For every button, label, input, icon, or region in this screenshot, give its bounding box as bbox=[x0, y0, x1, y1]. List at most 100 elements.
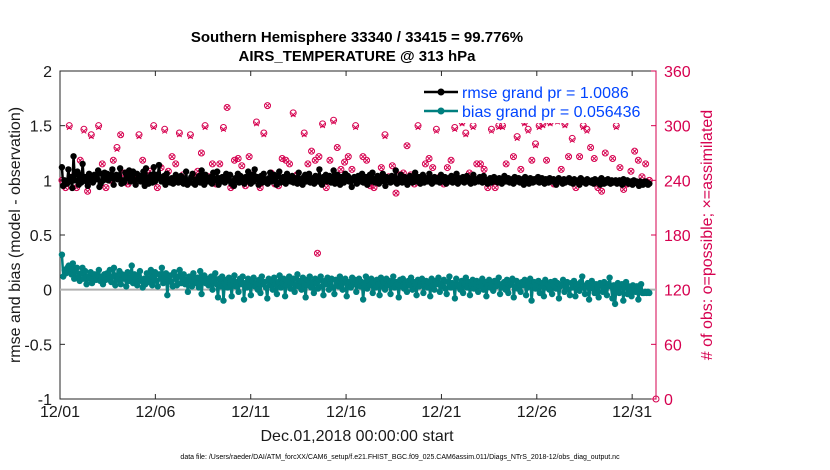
obs-possible-marker bbox=[308, 147, 316, 155]
obs-possible-marker bbox=[565, 153, 573, 161]
obs-possible-marker bbox=[234, 154, 242, 162]
rmse-point bbox=[646, 180, 653, 187]
y-tick-label: 0 bbox=[43, 283, 52, 300]
obs-assimilated-marker bbox=[151, 124, 157, 131]
obs-possible-marker bbox=[487, 125, 495, 133]
obs-assimilated-marker bbox=[279, 155, 285, 162]
obs-possible-marker bbox=[168, 153, 176, 161]
obs-assimilated-marker bbox=[84, 188, 91, 194]
bias-point bbox=[302, 294, 309, 301]
rmse-point bbox=[213, 168, 221, 175]
y-tick-label: 1.5 bbox=[30, 119, 52, 136]
bias-point bbox=[331, 290, 338, 298]
legend-rmse-marker bbox=[437, 88, 445, 96]
bias-point bbox=[239, 273, 246, 280]
bias-point bbox=[495, 274, 502, 281]
rmse-point bbox=[369, 169, 376, 176]
bias-point bbox=[603, 291, 611, 299]
obs-assimilated-marker bbox=[154, 184, 161, 191]
obs-possible-marker bbox=[304, 160, 312, 168]
rmse-point bbox=[110, 181, 117, 188]
rmse-point bbox=[189, 170, 196, 177]
rmse-point bbox=[79, 160, 86, 168]
obs-assimilated-marker bbox=[452, 126, 458, 132]
bias-point bbox=[496, 290, 504, 298]
bias-point bbox=[149, 282, 156, 289]
obs-assimilated-marker bbox=[576, 153, 583, 160]
obs-possible-marker bbox=[352, 122, 360, 130]
obs-assimilated-marker bbox=[620, 186, 627, 193]
obs-possible-marker bbox=[590, 154, 598, 162]
bias-point bbox=[290, 275, 297, 282]
obs-assimilated-marker bbox=[338, 166, 344, 173]
obs-assimilated-marker bbox=[470, 124, 476, 131]
rmse-point bbox=[155, 161, 163, 169]
bias-point bbox=[257, 289, 264, 297]
obs-possible-marker bbox=[509, 153, 517, 161]
y-tick-label: -0.5 bbox=[24, 337, 52, 354]
bias-point bbox=[579, 273, 586, 280]
obs-assimilated-marker bbox=[463, 132, 469, 138]
rmse-point bbox=[138, 174, 146, 182]
bias-point bbox=[306, 273, 313, 280]
obs-assimilated-marker bbox=[514, 135, 520, 142]
obs-assimilated-marker bbox=[609, 155, 616, 162]
x-tick-label: 12/21 bbox=[421, 404, 461, 421]
bias-point bbox=[112, 282, 119, 289]
obs-possible-marker bbox=[568, 134, 576, 142]
obs-assimilated-marker bbox=[169, 153, 175, 160]
rmse-point bbox=[305, 170, 313, 177]
obs-possible-marker bbox=[491, 184, 499, 192]
obs-possible-marker bbox=[278, 154, 286, 162]
obs-assimilated-marker bbox=[140, 157, 146, 163]
bias-point bbox=[83, 281, 90, 288]
obs-assimilated-marker bbox=[66, 124, 72, 131]
obs-assimilated-marker bbox=[532, 143, 539, 149]
rmse-point bbox=[330, 167, 337, 174]
legend: rmse grand pr = 1.0086 bias grand pr = 0… bbox=[420, 77, 652, 123]
obs-possible-marker bbox=[333, 144, 341, 152]
obs-possible-marker bbox=[252, 118, 260, 126]
obs-possible-marker bbox=[443, 164, 451, 172]
obs-possible-marker bbox=[557, 165, 565, 173]
bias-point bbox=[540, 293, 548, 300]
rmse-point bbox=[348, 183, 355, 191]
obs-possible-marker bbox=[282, 156, 290, 164]
obs-possible-marker bbox=[65, 122, 73, 130]
bias-point bbox=[298, 286, 305, 293]
bias-point bbox=[81, 267, 89, 275]
obs-possible-marker bbox=[201, 122, 209, 130]
obs-assimilated-marker bbox=[639, 174, 645, 180]
y2-tick-label: 180 bbox=[664, 228, 691, 245]
obs-possible-marker bbox=[532, 140, 540, 148]
rmse-point bbox=[69, 184, 76, 192]
obs-possible-marker bbox=[528, 156, 536, 164]
obs-assimilated-marker bbox=[529, 157, 535, 163]
bias-point bbox=[320, 291, 327, 299]
obs-possible-marker bbox=[451, 123, 459, 131]
bias-point bbox=[466, 291, 474, 299]
bias-point bbox=[620, 297, 627, 304]
obs-assimilated-marker bbox=[261, 132, 267, 138]
obs-assimilated-marker bbox=[81, 128, 87, 134]
x-tick-label: 12/06 bbox=[135, 404, 175, 421]
obs-possible-marker bbox=[392, 189, 400, 197]
obs-possible-marker bbox=[139, 156, 147, 164]
obs-assimilated-marker bbox=[217, 161, 223, 167]
obs-assimilated-marker bbox=[569, 137, 575, 143]
obs-possible-marker bbox=[330, 116, 338, 124]
obs-possible-marker bbox=[616, 164, 624, 172]
y2-tick-label: 120 bbox=[664, 283, 691, 300]
chart-title-line-1: Southern Hemisphere 33340 / 33415 = 99.7… bbox=[191, 29, 523, 46]
obs-possible-marker bbox=[609, 154, 617, 162]
rmse-point bbox=[382, 182, 389, 189]
obs-possible-marker bbox=[513, 133, 521, 141]
obs-possible-marker bbox=[315, 153, 323, 161]
bias-point bbox=[307, 284, 315, 291]
obs-possible-marker bbox=[95, 122, 103, 130]
obs-assimilated-marker bbox=[246, 153, 252, 160]
obs-assimilated-marker bbox=[389, 163, 395, 169]
bias-point bbox=[646, 289, 653, 297]
obs-assimilated-marker bbox=[224, 104, 230, 111]
